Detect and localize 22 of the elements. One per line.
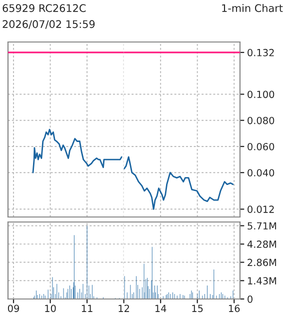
y-tick-label: 0.012 [248, 206, 274, 213]
text: 1-min Chart [222, 4, 283, 12]
chart-title: 65929 RC2612C [2, 4, 86, 12]
y-tick-label: 0.132 [248, 48, 274, 56]
x-tick-label: 10 [45, 304, 56, 312]
y-tick-label: 0.040 [248, 169, 274, 176]
x-tick-label: 12 [118, 304, 130, 312]
chart-subtitle: 2026/07/02 15:59 [2, 20, 95, 29]
x-tick-label: 14 [155, 304, 166, 312]
x-tick-label: 11 [82, 304, 92, 312]
line-series [124, 156, 234, 210]
y-tick-label: 1.43M [248, 277, 276, 284]
y-tick-label: 0.060 [248, 142, 274, 150]
y-tick-label: 2.86M [248, 258, 276, 266]
x-tick-label: 09 [8, 304, 20, 312]
y-tick-label: 0.080 [248, 116, 274, 124]
x-tick-label: 15 [192, 304, 203, 312]
y-tick-label: 4.28M [247, 240, 276, 248]
y-tick-label: 0 [248, 295, 252, 303]
x-tick-label: 16 [229, 304, 240, 312]
y-tick-label: 5.71M [248, 222, 276, 230]
y-tick-label: 0.100 [248, 90, 274, 98]
